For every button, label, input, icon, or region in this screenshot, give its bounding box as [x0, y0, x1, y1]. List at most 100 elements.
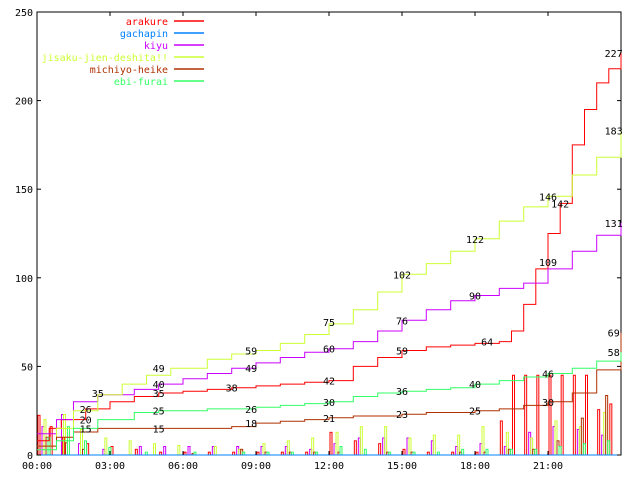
activity-bar — [177, 445, 181, 456]
x-tick-label: 03:00 — [95, 461, 125, 472]
point-label: 23 — [396, 410, 408, 421]
activity-bar — [536, 374, 540, 456]
activity-bar — [558, 445, 562, 456]
legend-label: jisaku-jien-deshita!! — [42, 53, 168, 64]
x-tick-label: 00:00 — [22, 461, 52, 472]
x-tick-label: 12:00 — [314, 461, 344, 472]
point-label: 38 — [226, 384, 238, 395]
point-label: 35 — [92, 389, 104, 400]
point-label: 76 — [396, 316, 408, 327]
point-label: 69 — [608, 329, 620, 340]
y-tick-label: 200 — [15, 97, 33, 108]
activity-bar — [37, 414, 41, 456]
point-label: 102 — [393, 270, 411, 281]
y-tick-label: 150 — [15, 185, 33, 196]
activity-bar — [607, 440, 611, 456]
y-tick-label: 250 — [15, 8, 33, 19]
point-label: 26 — [245, 405, 257, 416]
y-tick-label: 0 — [27, 451, 33, 462]
point-label: 25 — [153, 407, 165, 418]
series-line-ebi-furai — [37, 352, 622, 451]
series-line-michiyo-heike — [37, 332, 622, 447]
activity-bar — [432, 434, 436, 456]
point-label: 49 — [153, 364, 165, 375]
activity-bar — [104, 437, 108, 456]
activity-bar — [597, 409, 601, 456]
legend-label: michiyo-heike — [90, 65, 168, 76]
activity-bar — [512, 374, 515, 456]
x-tick-label: 15:00 — [387, 461, 417, 472]
point-label: 40 — [469, 380, 481, 391]
series-line-arakure — [37, 52, 622, 442]
point-label: 58 — [608, 348, 620, 359]
series-line-kiyu — [37, 222, 622, 435]
activity-bar — [335, 431, 339, 456]
point-label: 15 — [153, 424, 165, 435]
legend-label: kiyu — [144, 41, 168, 52]
activity-bar — [461, 448, 465, 456]
activity-bar — [582, 443, 586, 456]
point-label: 36 — [396, 387, 408, 398]
x-tick-label: 06:00 — [168, 461, 198, 472]
point-label: 40 — [153, 380, 165, 391]
point-label: 183 — [605, 127, 623, 138]
x-tick-label: 18:00 — [460, 461, 490, 472]
point-label: 227 — [605, 49, 623, 60]
point-label: 35 — [153, 389, 165, 400]
activity-bar — [402, 448, 406, 456]
activity-bar — [359, 426, 363, 456]
point-label: 49 — [245, 364, 257, 375]
activity-bar — [585, 374, 588, 456]
point-label: 30 — [323, 398, 335, 409]
legend-label: ebi-furai — [114, 77, 168, 88]
activity-bar — [572, 374, 576, 456]
point-label: 146 — [539, 192, 557, 203]
activity-bar — [499, 420, 503, 456]
x-tick-label: 09:00 — [241, 461, 271, 472]
activity-bar — [384, 426, 388, 456]
point-label: 131 — [605, 219, 623, 230]
point-label: 60 — [323, 345, 335, 356]
activity-bar — [329, 431, 333, 456]
activity-bar — [213, 445, 217, 456]
activity-bar — [548, 374, 552, 456]
activity-bar — [153, 443, 156, 456]
point-label: 42 — [323, 377, 335, 388]
activity-bar — [187, 445, 191, 456]
activity-bar — [524, 374, 528, 456]
point-label: 90 — [469, 292, 481, 303]
series-lines — [37, 52, 622, 456]
point-label: 59 — [396, 346, 408, 357]
series-line-jisaku-jien-deshita!! — [37, 130, 622, 447]
point-label: 15 — [80, 424, 92, 435]
point-label: 20 — [80, 416, 92, 427]
legend-label: gachapin — [120, 29, 168, 40]
y-tick-label: 100 — [15, 274, 33, 285]
activity-bar — [534, 448, 538, 456]
point-label: 142 — [551, 199, 569, 210]
activity-bar — [378, 443, 382, 456]
point-label: 122 — [466, 235, 484, 246]
point-label: 109 — [539, 258, 557, 269]
activity-bar — [560, 374, 564, 456]
point-label: 46 — [542, 369, 554, 380]
point-label: 25 — [469, 407, 481, 418]
point-label: 26 — [80, 405, 92, 416]
point-label: 30 — [542, 398, 554, 409]
activity-bar — [481, 426, 485, 456]
activity-bar — [339, 445, 343, 456]
axes: 0 50 100 150 200 250 00:00 03:00 06:00 09:00 12:00… — [15, 8, 621, 472]
x-tick-label: 21:00 — [533, 461, 563, 472]
activity-bar — [134, 448, 138, 456]
activity-bar — [128, 440, 132, 456]
activity-bar — [163, 445, 167, 456]
legend-label: arakure — [126, 17, 168, 28]
point-label: 18 — [245, 419, 257, 430]
point-label: 21 — [323, 414, 335, 425]
activity-bar — [84, 440, 87, 456]
point-label: 75 — [323, 318, 335, 329]
activity-bar — [363, 448, 367, 456]
point-label: 64 — [481, 338, 493, 349]
